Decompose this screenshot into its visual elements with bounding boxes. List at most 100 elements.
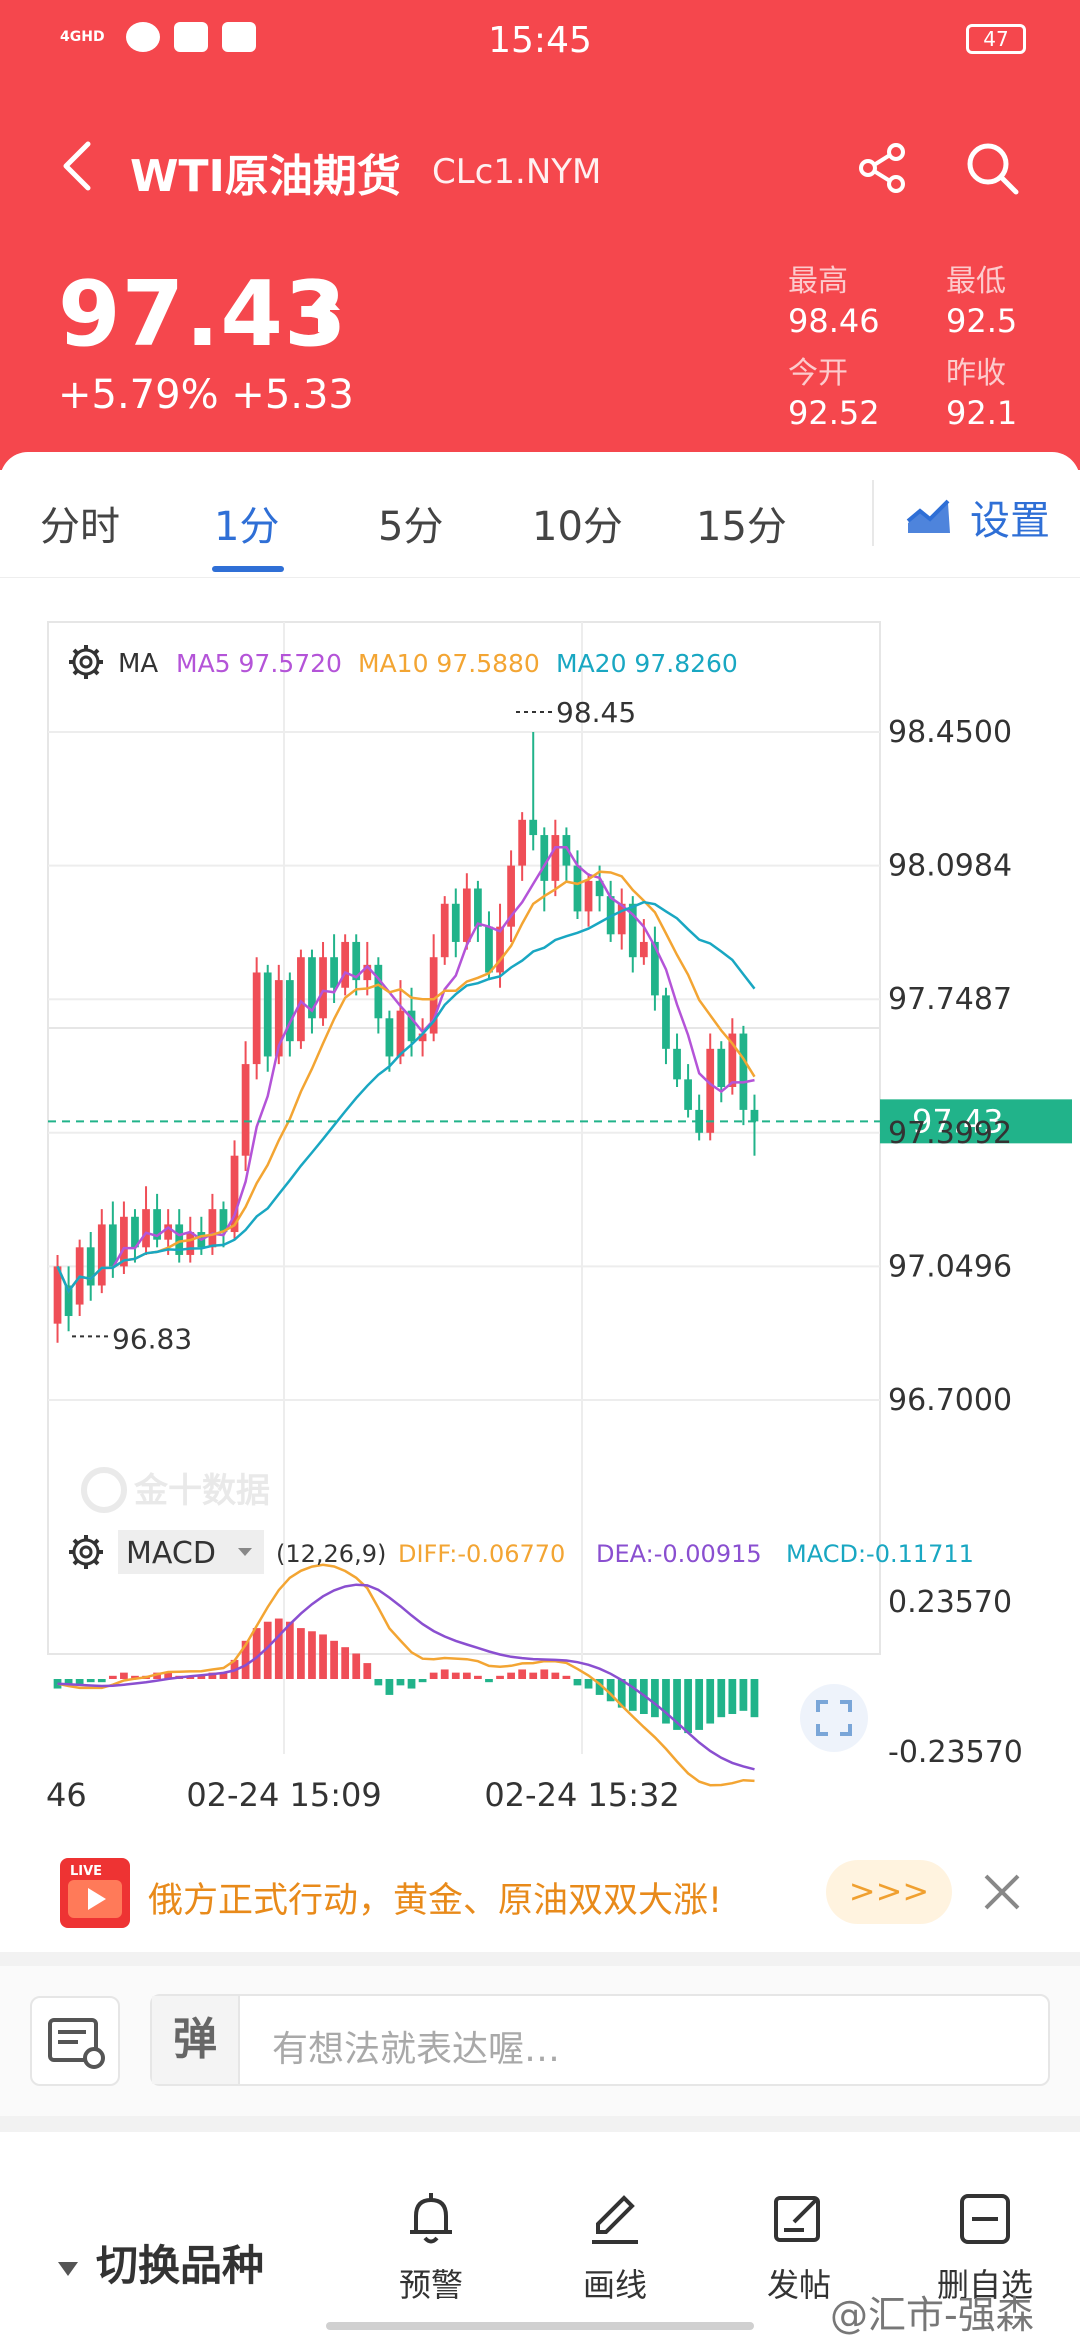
news-promo-banner[interactable]: LIVE 俄方正式行动，黄金、原油双双大涨! >>> xyxy=(0,1840,1080,1950)
macd-histogram-bar xyxy=(297,1628,305,1679)
macd-histogram-bar xyxy=(263,1621,272,1679)
open-label: 今开 xyxy=(788,356,848,391)
candle-body xyxy=(673,1048,681,1080)
tab-10min[interactable]: 10分 xyxy=(532,504,623,550)
post-button[interactable]: 发帖 xyxy=(744,2188,854,2306)
kline-chart-svg[interactable]: 98.45 96.83 97.43 98.4500 98.0984 97.7487 97.… xyxy=(0,600,1080,1820)
status-time: 15:45 xyxy=(488,20,592,61)
macd-value: MACD:-0.11711 xyxy=(786,1540,974,1568)
alert-label: 预警 xyxy=(398,2266,463,2304)
tab-15min[interactable]: 15分 xyxy=(696,504,787,550)
macd-histogram-bar xyxy=(496,1675,504,1679)
active-tab-indicator xyxy=(212,566,284,572)
comment-placeholder: 有想法就表达喔… xyxy=(272,2029,561,2070)
macd-histogram-bar xyxy=(252,1628,261,1679)
ma10-legend: MA10 97.5880 xyxy=(358,649,540,678)
macd-histogram-bar xyxy=(429,1672,438,1679)
macd-histogram-bar xyxy=(285,1621,294,1679)
candle-body xyxy=(230,1155,239,1233)
macd-histogram-bar xyxy=(219,1672,228,1679)
candle-body xyxy=(186,1232,195,1255)
macd-histogram-bar xyxy=(120,1672,128,1679)
macd-histogram-bar xyxy=(396,1679,405,1686)
share-icon[interactable] xyxy=(852,138,912,198)
ma5-line xyxy=(56,846,755,1294)
tab-1min[interactable]: 1分 xyxy=(214,504,280,550)
note-button[interactable] xyxy=(30,1996,120,2086)
candle-body xyxy=(330,957,338,988)
macd-histogram-bar xyxy=(208,1672,217,1679)
macd-settings-gear-icon[interactable] xyxy=(69,1535,103,1569)
candle-body xyxy=(263,972,272,1057)
candle-body xyxy=(142,1209,150,1248)
caret-down-icon xyxy=(58,2261,78,2276)
high-marker-label: 98.45 xyxy=(556,696,636,729)
candle-body xyxy=(717,1048,726,1087)
x-tick-label: 46 xyxy=(46,1776,87,1814)
remove-watchlist-button[interactable]: 删自选 xyxy=(930,2188,1040,2306)
macd-indicator-label: MACD xyxy=(126,1536,216,1571)
macd-indicator-select[interactable] xyxy=(118,1530,264,1574)
alert-button[interactable]: 预警 xyxy=(376,2188,486,2306)
macd-histogram-bar xyxy=(153,1672,161,1679)
draw-line-label: 画线 xyxy=(582,2266,647,2304)
high-label: 最高 xyxy=(788,264,848,299)
instrument-title: WTI原油期货 xyxy=(130,151,401,202)
candle-body xyxy=(208,1209,217,1248)
message-notification-icon xyxy=(174,22,208,52)
kline-chart-area[interactable]: 98.45 96.83 97.43 98.4500 98.0984 97.7487 97.… xyxy=(0,600,1080,1820)
comment-input[interactable]: 弹 有想法就表达喔… xyxy=(150,1994,1050,2086)
macd-histogram-bar xyxy=(651,1679,659,1718)
prev-close-value: 92.1 xyxy=(946,394,1018,432)
section-divider-2 xyxy=(0,2116,1080,2132)
promo-headline[interactable]: 俄方正式行动，黄金、原油双双大涨! xyxy=(148,1881,723,1921)
search-icon[interactable] xyxy=(962,138,1022,198)
watermark-logo: 金十数据 xyxy=(81,1467,270,1513)
draw-line-button[interactable]: 画线 xyxy=(560,2188,670,2306)
candle-body xyxy=(86,1247,95,1286)
candle-body xyxy=(352,941,361,981)
macd-legend: MACD (12,26,9) DIFF:-0.06770 DEA:-0.0091… xyxy=(69,1530,974,1574)
app-notification-icon xyxy=(126,22,160,52)
candle-body xyxy=(750,1109,759,1122)
candle-body xyxy=(297,957,305,1042)
y-tick-label: 96.7000 xyxy=(888,1383,1012,1418)
candle-body xyxy=(164,1224,173,1240)
macd-histogram-bar xyxy=(451,1672,460,1679)
candle-body xyxy=(639,941,648,958)
candle-body xyxy=(507,865,515,927)
section-divider xyxy=(0,1952,1080,1966)
macd-histogram-bar xyxy=(274,1618,283,1679)
promo-more-button[interactable]: >>> xyxy=(826,1860,952,1924)
macd-histogram-bar xyxy=(86,1679,95,1683)
candle-body xyxy=(175,1224,184,1255)
fullscreen-button[interactable] xyxy=(800,1684,868,1752)
candle-body xyxy=(418,1033,427,1042)
settings-label: 设置 xyxy=(970,498,1050,544)
macd-histogram-bar xyxy=(75,1679,84,1686)
danmaku-icon[interactable]: 弹 xyxy=(152,1996,240,2084)
macd-diff-value: DIFF:-0.06770 xyxy=(398,1540,565,1568)
back-arrow-icon[interactable] xyxy=(52,136,112,196)
svg-text:金十数据: 金十数据 xyxy=(133,1471,270,1511)
chart-settings-button[interactable]: 设置 xyxy=(906,488,1050,546)
ma-settings-gear-icon[interactable] xyxy=(69,645,103,679)
high-value: 98.46 xyxy=(788,302,880,340)
comment-bar: 弹 有想法就表达喔… xyxy=(0,1966,1080,2116)
candle-body xyxy=(628,903,637,958)
macd-histogram-bar xyxy=(474,1675,482,1679)
candle-body xyxy=(308,957,316,1019)
candle-body xyxy=(252,972,261,1065)
candle-body xyxy=(97,1224,106,1286)
switch-instrument-label: 切换品种 xyxy=(96,2241,265,2290)
low-value: 92.5 xyxy=(946,302,1018,340)
macd-histogram-bar xyxy=(728,1679,737,1715)
time-x-axis: 46 02-24 15:09 02-24 15:32 xyxy=(46,1776,680,1814)
candle-body xyxy=(241,1064,250,1156)
tab-intraday[interactable]: 分时 xyxy=(40,504,120,550)
close-icon[interactable] xyxy=(980,1870,1024,1914)
pencil-icon xyxy=(592,2195,638,2244)
switch-instrument-button[interactable]: 切换品种 xyxy=(58,2232,264,2293)
y-tick-label: 98.4500 xyxy=(888,715,1012,750)
tab-5min[interactable]: 5分 xyxy=(378,504,444,550)
